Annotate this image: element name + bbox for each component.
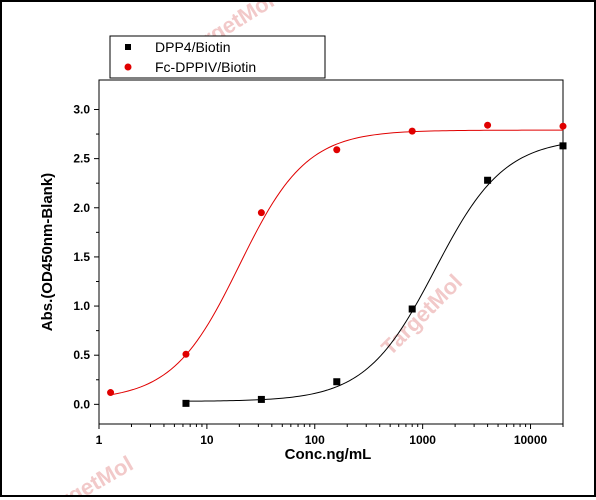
data-point-dpp4 — [257, 395, 265, 403]
legend-marker-circle — [124, 63, 132, 71]
data-point-fc-dppiv — [559, 122, 567, 130]
data-point-dpp4 — [408, 305, 416, 313]
data-point-dpp4 — [182, 399, 190, 407]
y-tick-label: 1.5 — [73, 250, 90, 264]
legend-box — [109, 35, 326, 79]
y-tick-label: 1.0 — [73, 299, 90, 313]
data-point-dpp4 — [559, 142, 567, 150]
x-tick-label: 10000 — [514, 433, 548, 447]
legend-label-fc-dppiv: Fc-DPPIV/Biotin — [155, 59, 256, 75]
y-tick-label: 2.0 — [73, 201, 90, 215]
y-tick-label: 0.5 — [73, 348, 90, 362]
data-point-fc-dppiv — [257, 209, 265, 217]
watermark-text: TargetMol — [35, 451, 137, 495]
watermark-text: TargetMol — [376, 269, 467, 360]
data-point-fc-dppiv — [408, 127, 416, 135]
x-tick-label: 100 — [305, 433, 325, 447]
data-point-dpp4 — [333, 378, 341, 386]
data-point-dpp4 — [484, 176, 492, 184]
x-tick-label: 1 — [96, 433, 103, 447]
legend-marker-square — [125, 44, 131, 50]
data-point-fc-dppiv — [107, 389, 115, 397]
y-tick-label: 3.0 — [73, 102, 90, 116]
fit-curve-dpp4 — [185, 143, 564, 402]
data-point-fc-dppiv — [333, 146, 341, 154]
x-axis-title: Conc.ng/mL — [285, 446, 372, 463]
fit-curves — [110, 129, 564, 402]
y-tick-label: 2.5 — [73, 152, 90, 166]
data-point-fc-dppiv — [182, 350, 190, 358]
data-point-fc-dppiv — [484, 121, 492, 129]
fit-curve-fc-dppiv — [110, 129, 563, 396]
y-axis-title: Abs.(OD450nm-Blank) — [39, 173, 56, 331]
x-tick-label: 1000 — [409, 433, 436, 447]
legend: DPP4/Biotin Fc-DPPIV/Biotin — [109, 35, 326, 79]
data-points — [107, 121, 567, 407]
y-tick-label: 0.0 — [73, 397, 90, 411]
plot-area — [98, 79, 564, 425]
axis-ticks: 1 10 100 1000 10000 0.0 0.5 1.0 1.5 2.0 2.5 3.0 — [73, 102, 564, 447]
legend-label-dpp4: DPP4/Biotin — [155, 39, 230, 55]
x-tick-label: 10 — [200, 433, 214, 447]
